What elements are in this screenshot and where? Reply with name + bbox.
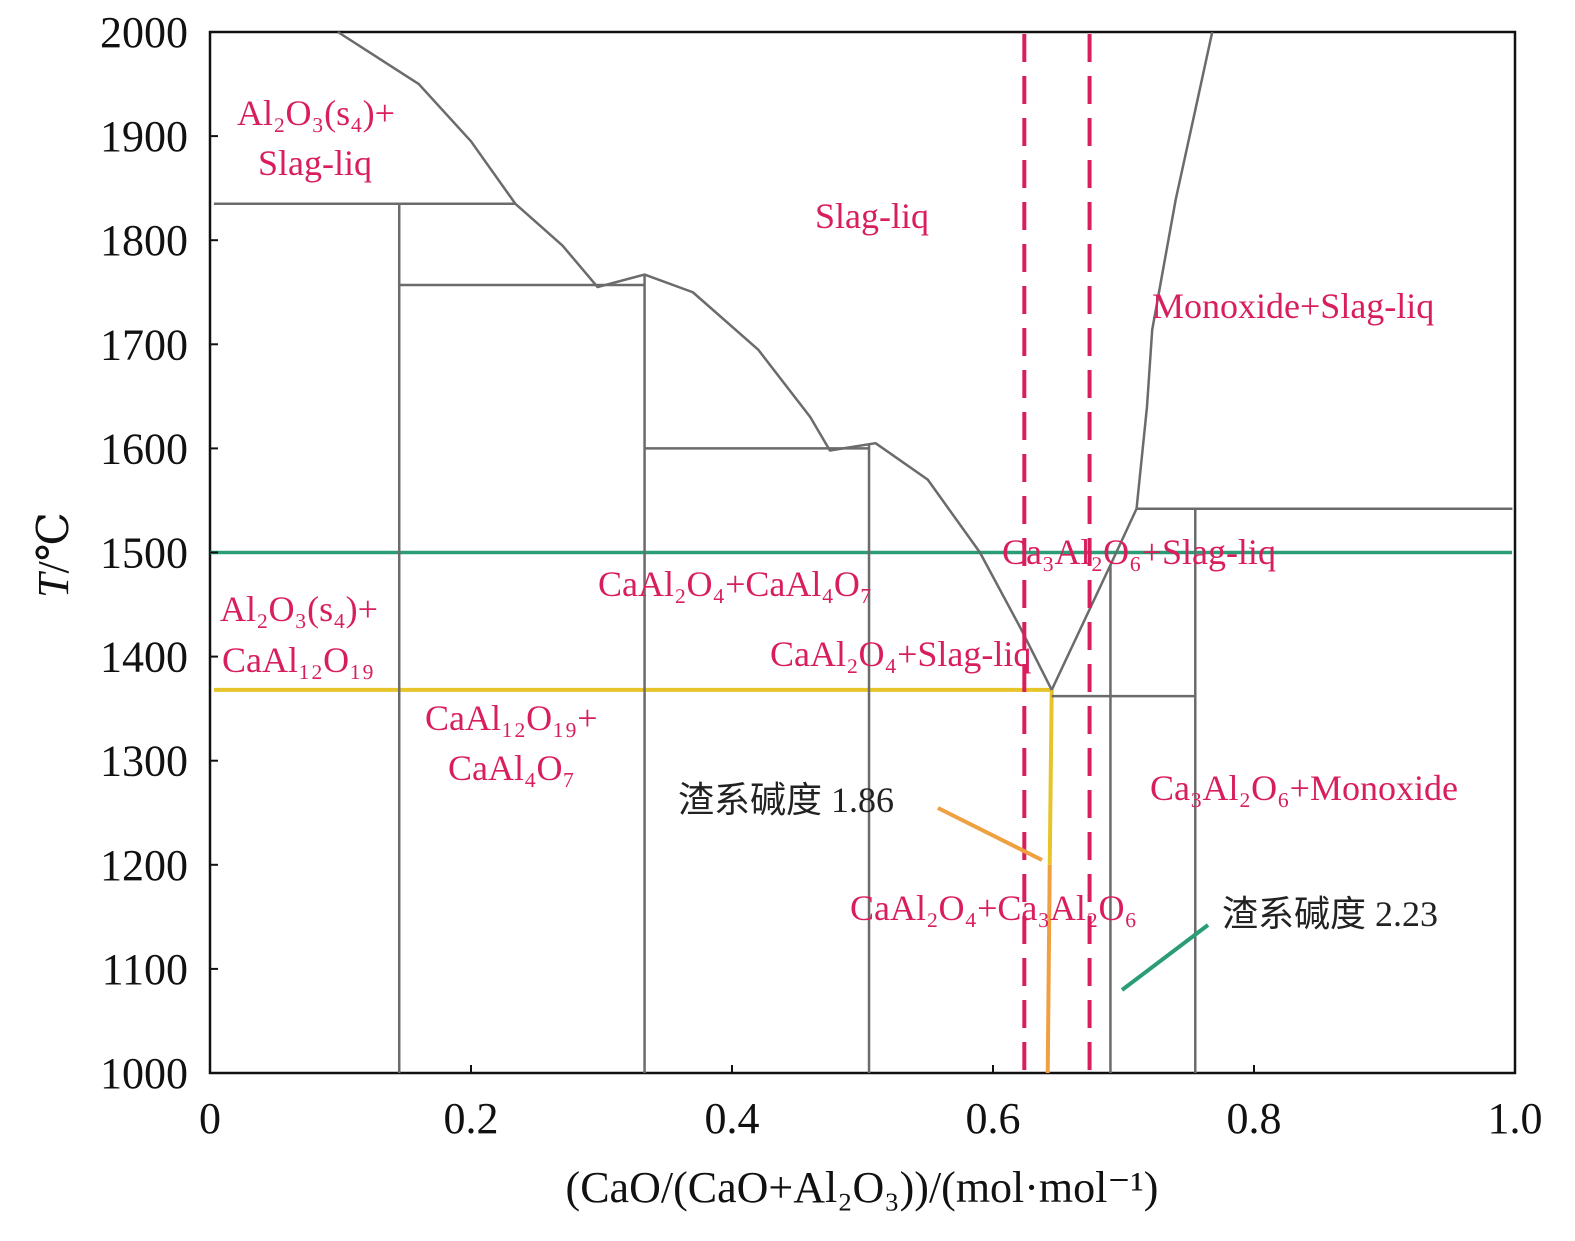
region-label: CaAl₄O₇ bbox=[448, 748, 575, 788]
region-label: CaAl₂O₄+CaAl₄O₇ bbox=[598, 564, 872, 604]
basicity-annotation: 渣系碱度 1.86 bbox=[678, 780, 894, 820]
liquidus-right-curve bbox=[1050, 31, 1214, 691]
y-tick-label: 1600 bbox=[100, 424, 188, 473]
basicity-annotation: 渣系碱度 2.23 bbox=[1222, 894, 1438, 934]
x-axis-label: (CaO/(CaO+Al₂O₃))/(mol·mol⁻¹) bbox=[566, 1163, 1159, 1212]
region-label: CaAl₂O₄+Ca₃Al₂O₆ bbox=[850, 888, 1137, 928]
region-label: CaAl₁₂O₁₉ bbox=[222, 640, 374, 680]
annotation-leader-2.23 bbox=[1120, 923, 1210, 992]
x-tick-label: 1.0 bbox=[1488, 1094, 1543, 1143]
y-tick-label: 1200 bbox=[100, 841, 188, 890]
y-axis-label: T/℃ bbox=[29, 512, 78, 598]
region-label: Al₂O₃(s₄)+ bbox=[237, 93, 395, 133]
region-label: Slag-liq bbox=[815, 196, 929, 236]
y-tick-label: 1100 bbox=[102, 945, 188, 994]
region-label: Ca₃Al₂O₆+Slag-liq bbox=[1002, 532, 1276, 572]
region-label: Slag-liq bbox=[258, 143, 372, 183]
region-label: CaAl₁₂O₁₉+ bbox=[425, 698, 598, 738]
x-tick-label: 0.4 bbox=[705, 1094, 760, 1143]
y-tick-label: 1300 bbox=[100, 737, 188, 786]
region-label: Monoxide+Slag-liq bbox=[1152, 286, 1434, 326]
composition-line-lower bbox=[1045, 864, 1052, 1074]
y-tick-label: 1900 bbox=[100, 112, 188, 161]
liquidus-left-curve bbox=[337, 30, 1053, 691]
x-tick-label: 0 bbox=[199, 1094, 221, 1143]
y-tick-label: 1000 bbox=[100, 1049, 188, 1098]
y-tick-label: 1700 bbox=[100, 320, 188, 369]
x-tick-label: 0.8 bbox=[1227, 1094, 1282, 1143]
region-label: Ca₃Al₂O₆+Monoxide bbox=[1150, 768, 1458, 808]
y-tick-label: 1500 bbox=[100, 529, 188, 578]
y-tick-label: 1400 bbox=[100, 633, 188, 682]
y-tick-label: 2000 bbox=[100, 8, 188, 57]
composition-line-upper bbox=[1047, 689, 1054, 865]
region-label: Al₂O₃(s₄)+ bbox=[220, 589, 378, 629]
region-label: CaAl₂O₄+Slag-liq bbox=[770, 634, 1031, 674]
x-tick-label: 0.2 bbox=[444, 1094, 499, 1143]
y-tick-label: 1800 bbox=[100, 216, 188, 265]
x-tick-label: 0.6 bbox=[966, 1094, 1021, 1143]
annotation-leader-1.86 bbox=[937, 806, 1043, 862]
